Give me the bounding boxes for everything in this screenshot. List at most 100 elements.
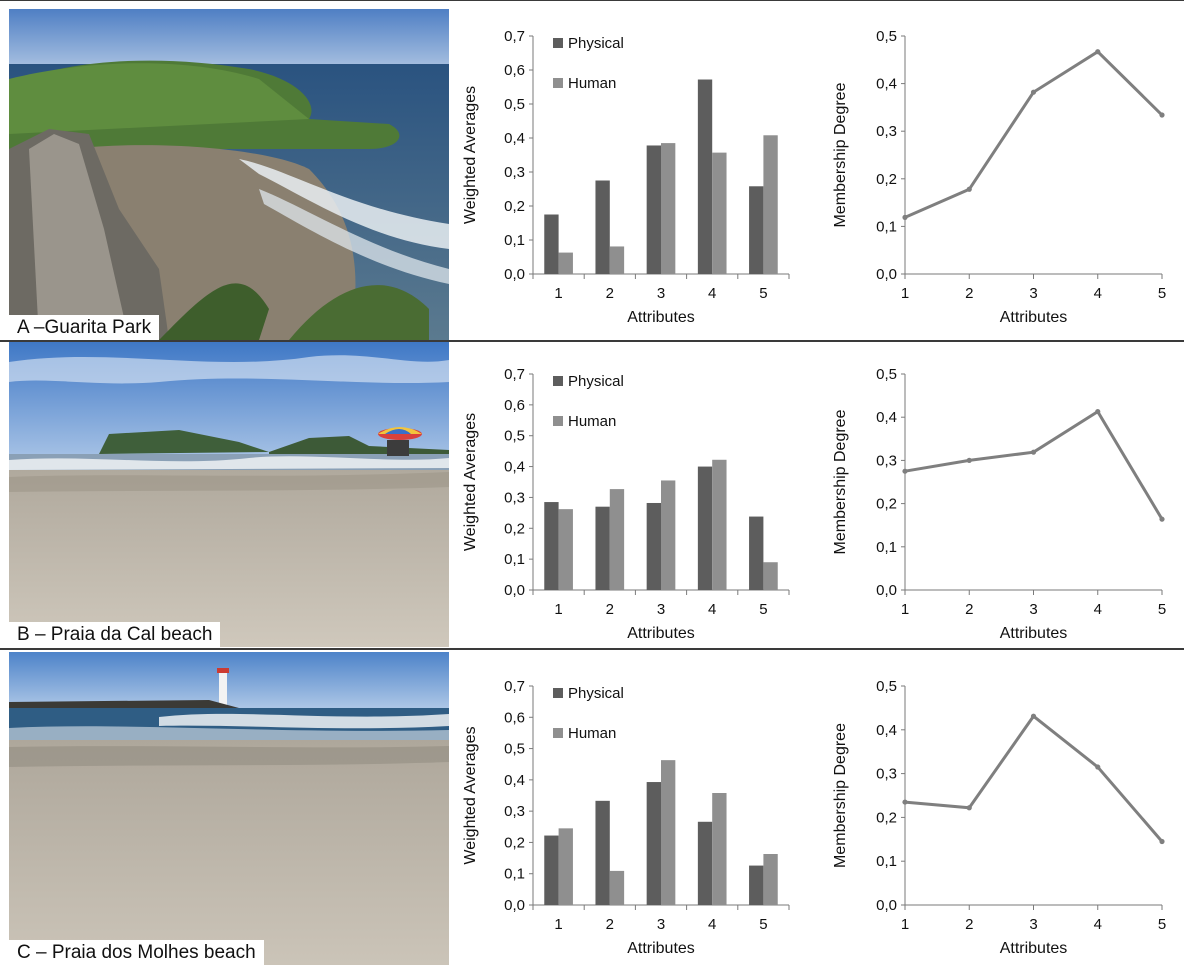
bar-human — [661, 760, 676, 905]
y-tick-label: 0,2 — [876, 496, 897, 513]
bar-physical — [595, 506, 610, 590]
bar-human — [712, 152, 727, 274]
y-tick-label: 0,3 — [876, 452, 897, 469]
y-tick-label: 0,4 — [876, 76, 897, 93]
y-tick-label: 0,5 — [504, 741, 525, 758]
legend-swatch-physical — [553, 688, 563, 698]
y-tick-label: 0,2 — [504, 834, 525, 851]
bar-physical — [646, 145, 661, 274]
bar-human — [661, 480, 676, 590]
bar-physical — [646, 502, 661, 590]
bar-chart: 0,0 0,1 0,2 0,3 0,4 0,5 0,6 0,7 Weighted Average… — [462, 678, 790, 957]
x-tick-label: 4 — [1094, 285, 1102, 302]
x-tick-label: 5 — [1158, 601, 1166, 618]
bar-human — [558, 509, 573, 590]
x-tick-label: 1 — [901, 601, 909, 618]
y-axis-title: Weighted Averages — [462, 726, 479, 864]
legend-swatch-human — [553, 728, 563, 738]
y-tick-label: 0,1 — [504, 866, 525, 883]
y-tick-label: 0,3 — [504, 803, 525, 820]
x-axis-title: Attributes — [1000, 309, 1068, 326]
x-axis-title: Attributes — [627, 309, 695, 326]
x-tick-label: 2 — [606, 285, 614, 302]
legend-label-human: Human — [568, 725, 616, 742]
bar-human — [712, 792, 727, 905]
y-tick-label: 0,1 — [876, 218, 897, 235]
data-point — [1095, 408, 1101, 415]
x-axis-title: Attributes — [627, 625, 695, 642]
x-tick-label: 3 — [657, 285, 665, 302]
data-point — [966, 457, 972, 463]
y-tick-label: 0,2 — [504, 198, 525, 215]
y-tick-label: 0,7 — [504, 366, 525, 383]
x-axis-title: Attributes — [627, 940, 695, 957]
legend-label-physical: Physical — [568, 685, 624, 702]
bar-human — [763, 135, 778, 274]
photo-caption: B – Praia da Cal beach — [9, 622, 221, 647]
bar-human — [558, 252, 573, 274]
bar-human — [763, 854, 778, 905]
y-axis-title: Weighted Averages — [462, 413, 479, 551]
bar-chart: 0,0 0,1 0,2 0,3 0,4 0,5 0,6 0,7 Weighted Average… — [462, 366, 790, 642]
legend-swatch-physical — [553, 376, 563, 386]
y-tick-label: 0,5 — [504, 428, 525, 445]
x-tick-label: 3 — [657, 601, 665, 618]
y-tick-label: 0,7 — [504, 28, 525, 45]
legend-swatch-physical — [553, 38, 563, 48]
legend-label-human: Human — [568, 413, 616, 430]
bar-physical — [749, 865, 764, 905]
photo-guarita-park: A –Guarita Park — [9, 9, 449, 340]
y-tick-label: 0,0 — [876, 266, 897, 283]
x-tick-label: 4 — [708, 285, 716, 302]
y-tick-label: 0,0 — [504, 266, 525, 283]
x-tick-label: 5 — [759, 916, 767, 933]
bar-physical — [697, 466, 713, 590]
x-tick-label: 1 — [554, 285, 562, 302]
y-tick-label: 0,0 — [876, 897, 897, 914]
line-chart: 0,0 0,1 0,2 0,3 0,4 0,5 Membership Degree Attri… — [832, 678, 1166, 957]
y-tick-label: 0,0 — [504, 582, 525, 599]
y-tick-label: 0,1 — [876, 853, 897, 870]
series-line — [904, 409, 1164, 520]
y-axis-title: Weighted Averages — [462, 86, 479, 224]
y-tick-label: 0,0 — [504, 897, 525, 914]
y-tick-label: 0,3 — [504, 489, 525, 506]
data-point — [1030, 449, 1037, 455]
bar-human — [558, 828, 573, 905]
y-tick-label: 0,2 — [876, 809, 897, 826]
data-point — [1095, 49, 1101, 55]
x-tick-label: 1 — [554, 916, 562, 933]
x-tick-label: 2 — [606, 916, 614, 933]
cliff-beach-scene — [9, 9, 449, 340]
y-tick-label: 0,7 — [504, 678, 525, 695]
x-tick-label: 5 — [759, 285, 767, 302]
y-tick-label: 0,2 — [504, 520, 525, 537]
bar-human — [609, 246, 625, 274]
y-tick-label: 0,1 — [876, 539, 897, 556]
y-tick-label: 0,3 — [504, 164, 525, 181]
x-tick-label: 1 — [554, 601, 562, 618]
photo-praia-dos-molhes: C – Praia dos Molhes beach — [9, 652, 449, 965]
bar-physical — [544, 502, 559, 590]
bar-human — [609, 870, 625, 905]
bar-physical — [595, 800, 610, 905]
y-tick-label: 0,4 — [504, 459, 525, 476]
row-divider-2 — [0, 648, 1184, 650]
y-tick-label: 0,5 — [504, 96, 525, 113]
y-tick-label: 0,4 — [876, 722, 897, 739]
legend-label-physical: Physical — [568, 35, 624, 52]
y-tick-label: 0,5 — [876, 28, 897, 45]
data-point — [1030, 713, 1037, 719]
legend-label-physical: Physical — [568, 373, 624, 390]
y-tick-label: 0,6 — [504, 62, 525, 79]
x-tick-label: 5 — [759, 601, 767, 618]
series-line — [904, 49, 1164, 219]
data-point — [902, 214, 908, 220]
x-tick-label: 3 — [1029, 916, 1037, 933]
bar-physical — [646, 782, 661, 905]
x-tick-label: 2 — [965, 601, 973, 618]
y-tick-label: 0,0 — [876, 582, 897, 599]
photo-caption: C – Praia dos Molhes beach — [9, 940, 264, 965]
x-axis-title: Attributes — [1000, 625, 1068, 642]
photo-praia-da-cal: B – Praia da Cal beach — [9, 342, 449, 647]
